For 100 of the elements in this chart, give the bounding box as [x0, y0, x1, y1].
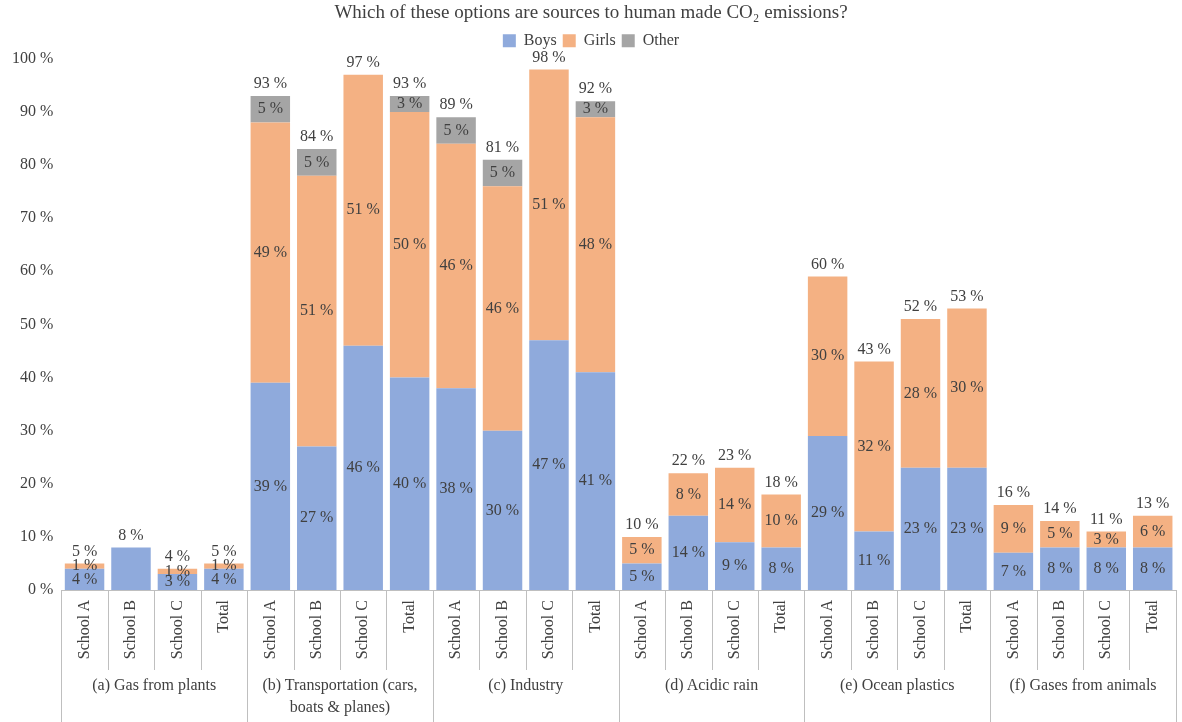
data-label: 28 %	[903, 383, 938, 401]
data-label: 10 %	[764, 511, 798, 529]
total-label: 16 %	[996, 483, 1031, 501]
total-label: 8 %	[118, 525, 144, 543]
bar	[761, 547, 801, 590]
data-label: 38 %	[439, 479, 473, 497]
data-label: 3 %	[1093, 529, 1119, 547]
bar	[343, 74, 383, 346]
bar	[715, 467, 755, 543]
x-tick-label: School A	[817, 599, 835, 660]
bar	[854, 531, 894, 590]
data-label: 30 %	[950, 378, 984, 396]
data-label: 11 %	[857, 550, 891, 568]
y-tick-label: 70 %	[20, 208, 54, 226]
data-label: 5 %	[443, 120, 469, 138]
data-label: 23 %	[903, 519, 938, 537]
total-label: 53 %	[950, 286, 984, 304]
bar	[297, 446, 337, 590]
y-tick-label: 40 %	[20, 367, 54, 385]
data-label: 5 %	[1047, 524, 1073, 542]
x-tick-label: Total	[957, 599, 975, 633]
data-label: 48 %	[578, 234, 613, 252]
bar	[1040, 547, 1080, 590]
bar	[807, 435, 848, 590]
data-label: 46 %	[485, 298, 520, 316]
x-tick-label: School A	[632, 599, 650, 660]
bar	[250, 382, 291, 590]
data-label: 7 %	[1000, 561, 1027, 579]
total-label: 84 %	[300, 127, 334, 145]
data-label: 4 %	[211, 569, 237, 587]
x-tick-label: Total	[585, 599, 603, 633]
total-label: 52 %	[903, 297, 938, 315]
total-label: 93 %	[392, 74, 427, 92]
total-label: 11 %	[1089, 509, 1123, 527]
x-tick-label: School B	[492, 600, 510, 660]
data-label: 51 %	[300, 301, 334, 319]
bar	[529, 340, 569, 590]
total-label: 81 %	[485, 137, 520, 155]
x-tick-label: Total	[1142, 599, 1160, 633]
total-label: 18 %	[764, 472, 798, 490]
bar	[761, 494, 801, 548]
data-label: 3 %	[582, 99, 609, 117]
data-label: 27 %	[300, 508, 334, 526]
text: (d) Acidic rain	[664, 676, 759, 695]
x-tick-label: Total	[399, 599, 417, 633]
total-label: 22 %	[671, 451, 705, 469]
bar	[900, 319, 941, 468]
x-tick-label: School B	[306, 600, 324, 660]
data-label: 8 %	[1093, 558, 1119, 576]
data-label: 23 %	[950, 519, 984, 537]
data-label: 50 %	[392, 234, 427, 252]
total-label: 5 %	[71, 541, 98, 559]
bar	[668, 473, 709, 516]
total-label: 89 %	[439, 95, 473, 113]
text: (c) Industry	[488, 676, 564, 695]
bar	[668, 515, 709, 590]
x-tick-label: School C	[910, 600, 928, 660]
bar	[436, 117, 476, 144]
x-tick-label: School A	[260, 599, 278, 660]
data-label: 5 %	[629, 566, 655, 584]
bar	[807, 276, 848, 436]
text: (b) Transportation (cars, boats & planes)	[262, 676, 418, 717]
chart-title: Which of these options are sources to human made CO₂ emissions?	[334, 1, 848, 23]
y-tick-label: 90 %	[20, 102, 54, 120]
bar	[947, 308, 987, 468]
total-label: 97 %	[346, 52, 380, 70]
data-label: 46 %	[439, 256, 473, 274]
data-label: 29 %	[810, 503, 845, 521]
data-label: 14 %	[671, 543, 705, 561]
x-tick-label: School B	[121, 600, 139, 660]
legend-label: Boys	[523, 31, 557, 49]
text: (e) Ocean plastics	[839, 676, 955, 695]
y-tick-label: 20 %	[20, 473, 54, 491]
x-tick-label: School A	[446, 599, 464, 660]
total-label: 13 %	[1136, 493, 1170, 511]
data-label: 5 %	[489, 163, 516, 181]
total-label: 43 %	[857, 339, 891, 357]
data-label: 8 %	[1047, 558, 1073, 576]
bar	[436, 388, 476, 590]
y-tick-label: 100 %	[12, 49, 54, 66]
y-tick-label: 30 %	[20, 420, 54, 438]
bar	[297, 175, 337, 447]
bar	[575, 372, 616, 590]
text: (f) Gases from animals	[1009, 676, 1157, 695]
bar	[111, 547, 151, 590]
bar	[1040, 520, 1080, 548]
legend-label: Other	[642, 31, 680, 48]
bar	[250, 122, 291, 383]
legend-label: Girls	[583, 31, 616, 48]
data-label: 8 %	[675, 484, 701, 502]
data-label: 51 %	[346, 200, 380, 218]
bar	[389, 377, 430, 590]
y-tick-label: 50 %	[20, 314, 54, 332]
bar	[575, 117, 616, 373]
x-tick-label: School C	[539, 600, 557, 660]
x-tick-label: Total	[771, 599, 789, 633]
x-tick-label: School B	[1050, 600, 1068, 660]
x-tick-label: School B	[678, 600, 696, 660]
data-label: 32 %	[857, 436, 891, 454]
bar	[993, 505, 1034, 553]
